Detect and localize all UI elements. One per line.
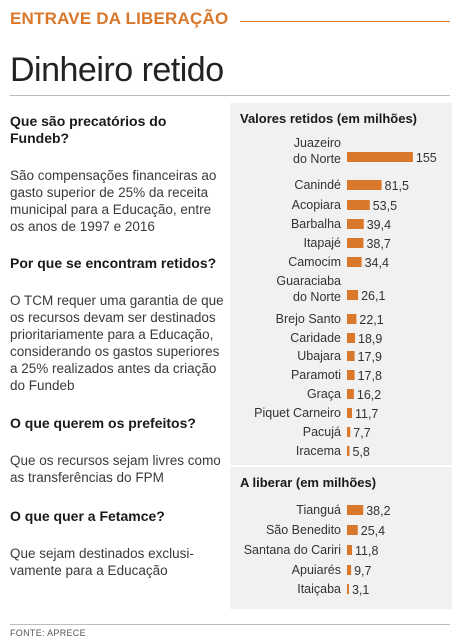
value-label: 25,4 [361,524,385,538]
bar-charts: Juazeiro do Norte 155 Canindé 81,5 Acopiara 53… [244,136,437,597]
category-label: Santana do Cariri [244,543,341,557]
category-label: Iracema [296,444,341,458]
value-label: 26,1 [361,289,385,303]
value-label: 81,5 [385,179,409,193]
bar [347,290,359,300]
bar [347,152,413,162]
bar [347,257,362,267]
answer-3: Que os recursos sejam livres como as tra… [10,453,221,485]
category-label: Tianguá [296,503,341,517]
bar [347,314,357,324]
category-label: Ubajara [297,349,341,363]
category-label: Canindé [294,178,341,192]
question-3: O que querem os prefeitos? [10,415,196,431]
bar [347,389,354,399]
category-label: Itapajé [303,236,341,250]
bar [347,180,382,190]
bar [347,370,355,380]
question-2: Por que se encontram retidos? [10,255,217,271]
bar [347,446,350,456]
value-label: 18,9 [358,332,382,346]
bar [347,238,364,248]
category-label: São Benedito [266,523,341,537]
chart-panel [230,103,452,609]
category-label: Brejo Santo [276,312,341,326]
bar [347,333,356,343]
bar [347,351,355,361]
answer-4: Que sejam destinados exclusi-vamente par… [10,546,194,578]
value-label: 38,2 [366,504,390,518]
bar [347,219,364,229]
value-label: 39,4 [367,218,391,232]
value-label: 34,4 [365,256,389,270]
panel-divider [230,465,452,467]
question-4: O que quer a Fetamce? [10,508,165,524]
chart-title-liberar: A liberar (em milhões) [240,475,377,490]
value-label: 16,2 [357,388,381,402]
category-label: Pacujá [303,425,341,439]
page-title: Dinheiro retido [10,51,224,89]
qa-column: Que são precatórios do Fundeb? São compe… [10,113,225,579]
category-label: Guaraciaba do Norte [276,274,341,304]
category-label: Apuiarés [292,563,341,577]
answer-1: São compensações financeiras ao gasto su… [10,168,217,234]
value-label: 3,1 [352,583,369,597]
bar [347,565,352,575]
category-label: Caridade [290,331,341,345]
value-label: 11,8 [355,544,378,558]
category-label: Camocim [288,255,341,269]
bar [347,427,351,437]
kicker: ENTRAVE DA LIBERAÇÃO [10,9,229,28]
value-label: 53,5 [373,199,397,213]
source-divider [10,624,450,625]
value-label: 22,1 [359,313,383,327]
value-label: 17,9 [358,350,382,364]
bar [347,525,358,535]
answer-2: O TCM requer uma garantia de que os recu… [10,293,224,393]
chart-title-retidos: Valores retidos (em milhões) [240,111,418,126]
bar [347,545,353,555]
bar [347,584,349,594]
value-label: 17,8 [358,369,382,383]
value-label: 7,7 [353,426,370,440]
top-divider [10,95,450,96]
question-1: Que são precatórios do Fundeb? [10,113,167,146]
category-label: Piquet Carneiro [254,406,341,420]
value-label: 38,7 [366,237,390,251]
category-label: Juazeiro do Norte [293,136,341,166]
value-label: 9,7 [354,564,371,578]
value-label: 155 [416,151,437,165]
category-label: Graça [307,387,341,401]
bar [347,505,364,515]
category-label: Itaiçaba [297,582,341,596]
category-label: Acopiara [292,198,341,212]
source-note: FONTE: APRECE [10,628,86,638]
bar [347,408,352,418]
bar [347,200,370,210]
category-label: Paramoti [291,368,341,382]
kicker-rule [240,21,450,22]
value-label: 5,8 [352,445,369,459]
value-label: 11,7 [355,407,378,421]
category-label: Barbalha [291,217,341,231]
